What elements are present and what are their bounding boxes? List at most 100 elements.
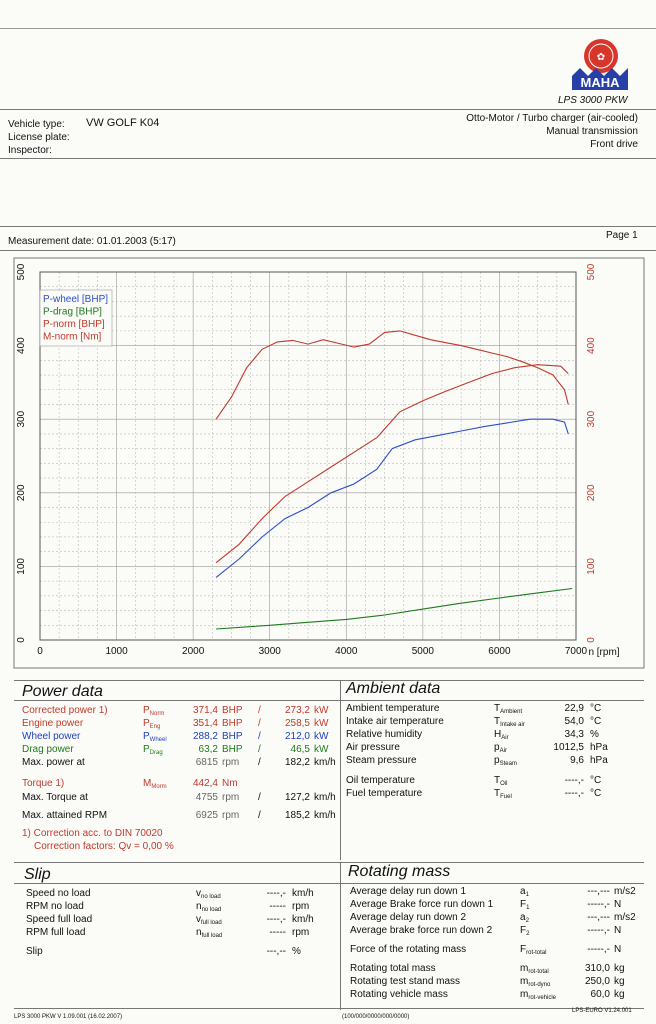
rotating-row-value: -----,- (587, 925, 610, 936)
slip-row-symbol-sub: no load (201, 894, 221, 900)
ambient-row-symbol: HAir (494, 729, 509, 741)
rotating-row-value: ---,--- (587, 886, 610, 897)
max-rpm-value1: 6925 (195, 810, 218, 821)
rotating-row-symbol: F1 (520, 899, 530, 911)
rotating-row-symbol: F2 (520, 925, 530, 937)
slip-row-unit: rpm (292, 927, 310, 938)
rotating-row-label: Rotating total mass (350, 963, 436, 974)
power-row-unit1: rpm (222, 757, 240, 768)
max-torque-label: Max. Torque at (22, 792, 88, 803)
legend-entry: P-wheel [BHP] (43, 294, 108, 305)
power-row-unit2: kW (314, 731, 329, 742)
slip-row-symbol: nfull load (196, 927, 223, 939)
power-row-unit2: kW (314, 718, 329, 729)
ambient-row-label: Intake air temperature (346, 716, 444, 727)
slip-row-label: RPM no load (26, 901, 84, 912)
power-row-symbol-sub: Eng (149, 724, 161, 730)
power-row-symbol-sub: Norm (149, 711, 165, 717)
power-row-unit2: kW (314, 744, 329, 755)
ambient-row-symbol: pSteam (494, 755, 517, 767)
correction-note: 1) Correction acc. to DIN 70020 (22, 828, 163, 839)
rotating-row-symbol: a2 (520, 912, 529, 924)
power-row-symbol-sub: Wheel (149, 737, 167, 743)
slip-row-value: ----,- (266, 888, 286, 899)
y-right-tick-label: 0 (586, 637, 597, 643)
chart-frame (13, 257, 645, 669)
legend-entry: M-norm [Nm] (43, 332, 102, 343)
power-row-value2: 273,2 (284, 705, 310, 716)
rotating-row-unit: kg (614, 976, 625, 987)
ambient-row-symbol-sub: Fuel (500, 794, 512, 800)
rotating-row-value: -----,- (587, 944, 610, 955)
slip-row-unit: km/h (292, 914, 314, 925)
ambient-row-symbol-sub: Oil (500, 781, 508, 787)
power-data-title: Power data (22, 683, 103, 700)
rotating-row-value: 250,0 (584, 976, 610, 987)
power-row-value2: 46,5 (290, 744, 310, 755)
power-row-value2: 212,0 (284, 731, 310, 742)
power-row-unit1: BHP (222, 744, 243, 755)
max-rpm-unit2: km/h (314, 810, 336, 821)
ambient-row-value: 9,6 (570, 755, 584, 766)
x-tick-label: 1000 (105, 646, 128, 657)
rotating-row-unit: N (614, 944, 622, 955)
slip-row-symbol: nno load (196, 901, 222, 913)
drive-type: Front drive (590, 139, 638, 150)
power-row-unit2: km/h (314, 757, 336, 768)
y-left-tick-label: 100 (16, 558, 27, 575)
rotating-row-symbol: mrot-total (520, 963, 549, 975)
ambient-row-symbol: TIntake air (494, 716, 525, 728)
svg-text:✿: ✿ (597, 52, 605, 63)
slip-row-label: Speed full load (26, 914, 93, 925)
slip-row-unit: % (292, 946, 301, 957)
max-rpm-slash: / (258, 810, 261, 821)
y-right-tick-label: 200 (586, 484, 597, 501)
ambient-row-label: Relative humidity (346, 729, 423, 740)
power-row-value1: 288,2 (192, 731, 218, 742)
ambient-row-symbol: TFuel (494, 788, 512, 800)
series-line-3 (215, 330, 569, 420)
slip-row-label: RPM full load (26, 927, 86, 938)
x-tick-label: 7000 (565, 646, 588, 657)
power-row-slash: / (258, 757, 261, 768)
y-left-tick-label: 400 (16, 337, 27, 354)
ambient-row-symbol: TOil (494, 775, 508, 787)
ambient-row-value: 1012,5 (553, 742, 584, 753)
rotating-row-value: ---,--- (587, 912, 610, 923)
power-row-label: Corrected power 1) (22, 705, 108, 716)
x-tick-label: 0 (37, 646, 43, 657)
y-left-tick-label: 300 (16, 410, 27, 427)
rotating-row-unit: kg (614, 963, 625, 974)
ambient-row-unit: hPa (590, 742, 608, 753)
rotating-mass-title: Rotating mass (348, 863, 451, 880)
x-tick-label: 6000 (488, 646, 511, 657)
power-row-value1: 6815 (195, 757, 218, 768)
torque-unit: Nm (222, 778, 238, 789)
y-right-tick-label: 500 (586, 263, 597, 280)
power-row-slash: / (258, 718, 261, 729)
rotating-row-value: 60,0 (590, 989, 610, 1000)
torque-symbol-sub: Morm (151, 784, 167, 790)
max-torque-value1: 4755 (195, 792, 218, 803)
power-row-unit1: BHP (222, 718, 243, 729)
series-line-0 (215, 418, 569, 578)
series-line-2 (215, 364, 569, 564)
power-row-slash: / (258, 744, 261, 755)
power-chart: 0 1000 2000 3000 4000 5000 6000 7000 n [rpm]0100… (13, 257, 645, 669)
power-row-label: Drag power (22, 744, 74, 755)
power-row-label: Engine power (22, 718, 84, 729)
x-tick-label: 2000 (182, 646, 205, 657)
max-torque-unit2: km/h (314, 792, 336, 803)
power-row-unit1: BHP (222, 731, 243, 742)
y-left-tick-label: 500 (16, 263, 27, 280)
slip-row-symbol-sub: full load (201, 920, 222, 926)
footer-right: LPS-EURO V1.24.001 (572, 1008, 632, 1014)
ambient-row-label: Steam pressure (346, 755, 417, 766)
measurement-date: Measurement date: 01.01.2003 (5:17) (8, 236, 176, 247)
slip-row-symbol-sub: full load (201, 933, 223, 939)
rotating-row-symbol: a1 (520, 886, 529, 898)
y-right-tick-label: 100 (586, 558, 597, 575)
rotating-row-label: Average delay run down 2 (350, 912, 467, 923)
power-row-unit1: BHP (222, 705, 243, 716)
rotating-row-symbol-sub: 2 (526, 931, 530, 937)
